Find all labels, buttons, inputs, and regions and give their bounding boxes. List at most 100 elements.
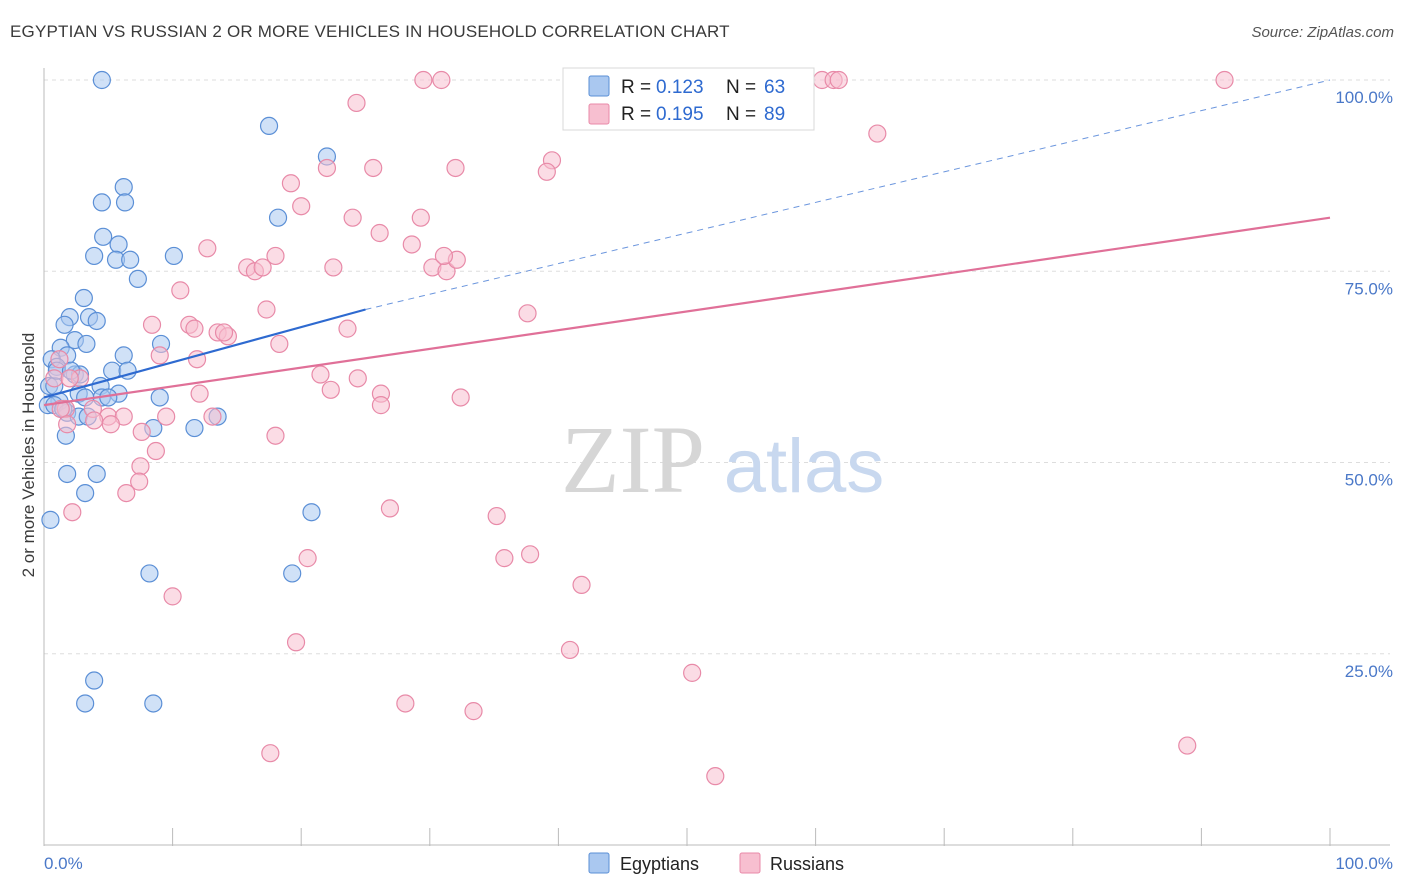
bottom-legend-egyptians: Egyptians [620, 854, 699, 874]
point-egyptian-51 [76, 484, 95, 503]
point-russian-12 [317, 158, 337, 178]
point-russian-33 [171, 281, 190, 300]
point-russian-35 [518, 304, 537, 323]
tick-labels: 25.0% 50.0% 75.0% 100.0% 0.0% 100.0% [44, 88, 1393, 873]
point-egyptian-6 [268, 208, 288, 227]
bottom-legend-swatch-egyptians [588, 852, 610, 874]
chart-title: EGYPTIAN VS RUSSIAN 2 OR MORE VEHICLES I… [10, 22, 730, 41]
point-russian-73 [380, 499, 400, 518]
point-russian-34 [257, 300, 276, 319]
point-russian-21 [370, 223, 389, 243]
y-tick-label-50: 50.0% [1345, 471, 1393, 490]
point-russian-65 [58, 415, 77, 434]
point-russian-51 [321, 380, 340, 399]
point-egyptian-56 [85, 671, 104, 690]
point-russian-67 [266, 426, 285, 445]
point-egyptian-5 [115, 193, 135, 212]
point-russian-44 [150, 346, 169, 365]
point-egyptian-17 [87, 311, 106, 331]
point-egyptian-7 [94, 227, 113, 246]
point-russian-11 [868, 124, 887, 143]
watermark: ZIP atlas [561, 406, 884, 513]
point-egyptian-8 [109, 235, 128, 254]
point-russian-0 [414, 70, 433, 90]
trend-lines [43, 79, 1331, 407]
point-russian-32 [434, 246, 454, 266]
point-russian-61 [157, 407, 176, 426]
point-egyptian-50 [87, 464, 106, 484]
legend-swatch-russians [588, 103, 610, 125]
x-tick-label-0: 0.0% [44, 854, 83, 873]
point-egyptian-58 [144, 694, 163, 713]
point-russian-86 [261, 744, 280, 763]
legend-r-russians: 0.195 [656, 104, 704, 125]
point-russian-79 [163, 587, 182, 606]
point-egyptian-49 [58, 464, 77, 484]
point-egyptian-11 [121, 250, 140, 269]
point-russian-40 [338, 319, 357, 338]
point-russian-85 [1178, 736, 1197, 755]
point-russian-76 [495, 549, 514, 568]
point-russian-52 [190, 384, 209, 403]
point-russian-87 [706, 767, 725, 786]
point-egyptian-46 [185, 418, 204, 438]
point-russian-17 [281, 174, 301, 193]
point-egyptian-0 [92, 70, 111, 90]
legend: R = 0.123 N = 63 R = 0.195 N = 89 [562, 67, 815, 131]
point-russian-83 [396, 694, 415, 713]
point-russian-74 [487, 506, 506, 526]
point-egyptian-18 [55, 315, 74, 334]
point-egyptian-25 [114, 346, 133, 365]
point-russian-49 [60, 369, 79, 388]
point-egyptian-13 [128, 269, 147, 288]
point-egyptian-4 [92, 193, 111, 212]
point-russian-64 [101, 415, 120, 434]
point-russian-58 [51, 399, 70, 419]
y-axis-label: 2 or more Vehicles in Household [19, 333, 38, 578]
gridlines [44, 79, 1390, 655]
point-russian-82 [683, 663, 702, 682]
watermark-zip: ZIP [561, 406, 705, 513]
legend-n-russians: 89 [764, 104, 785, 125]
point-russian-16 [537, 162, 556, 181]
point-russian-69 [131, 457, 150, 476]
point-russian-54 [451, 388, 470, 407]
point-egyptian-1 [259, 116, 279, 136]
bottom-legend-russians: Russians [770, 854, 844, 874]
point-egyptian-38 [150, 388, 169, 407]
point-russian-77 [521, 545, 540, 564]
point-russian-38 [185, 319, 204, 338]
series-egyptians [38, 70, 337, 713]
point-russian-13 [364, 158, 383, 178]
point-egyptian-55 [283, 564, 302, 583]
point-russian-55 [371, 396, 391, 415]
trend-egyptians [43, 308, 366, 399]
point-russian-68 [146, 441, 165, 461]
legend-n-label-russians: N = [726, 104, 756, 125]
point-russian-1 [432, 70, 451, 90]
point-egyptian-54 [140, 564, 159, 583]
point-russian-63 [85, 411, 104, 430]
point-russian-20 [411, 208, 430, 227]
trend-egyptians-extension [365, 79, 1331, 310]
y-tick-label-75: 75.0% [1345, 279, 1393, 298]
point-egyptian-53 [41, 510, 60, 529]
legend-n-label-egyptians: N = [726, 77, 756, 98]
point-egyptian-20 [77, 334, 96, 354]
point-russian-81 [560, 640, 580, 660]
point-russian-23 [198, 239, 217, 258]
point-russian-14 [446, 158, 465, 178]
x-tick-label-100: 100.0% [1335, 854, 1393, 873]
point-russian-42 [214, 323, 234, 342]
point-russian-9 [1215, 70, 1234, 90]
point-russian-78 [572, 575, 591, 595]
watermark-atlas: atlas [724, 424, 885, 509]
source-label: Source: ZipAtlas.com [1251, 24, 1394, 41]
point-egyptian-57 [76, 694, 95, 713]
point-russian-19 [343, 208, 362, 227]
legend-r-label-egyptians: R = [621, 77, 651, 98]
point-russian-36 [142, 315, 162, 334]
point-russian-10 [347, 93, 366, 113]
point-egyptian-14 [74, 288, 93, 308]
